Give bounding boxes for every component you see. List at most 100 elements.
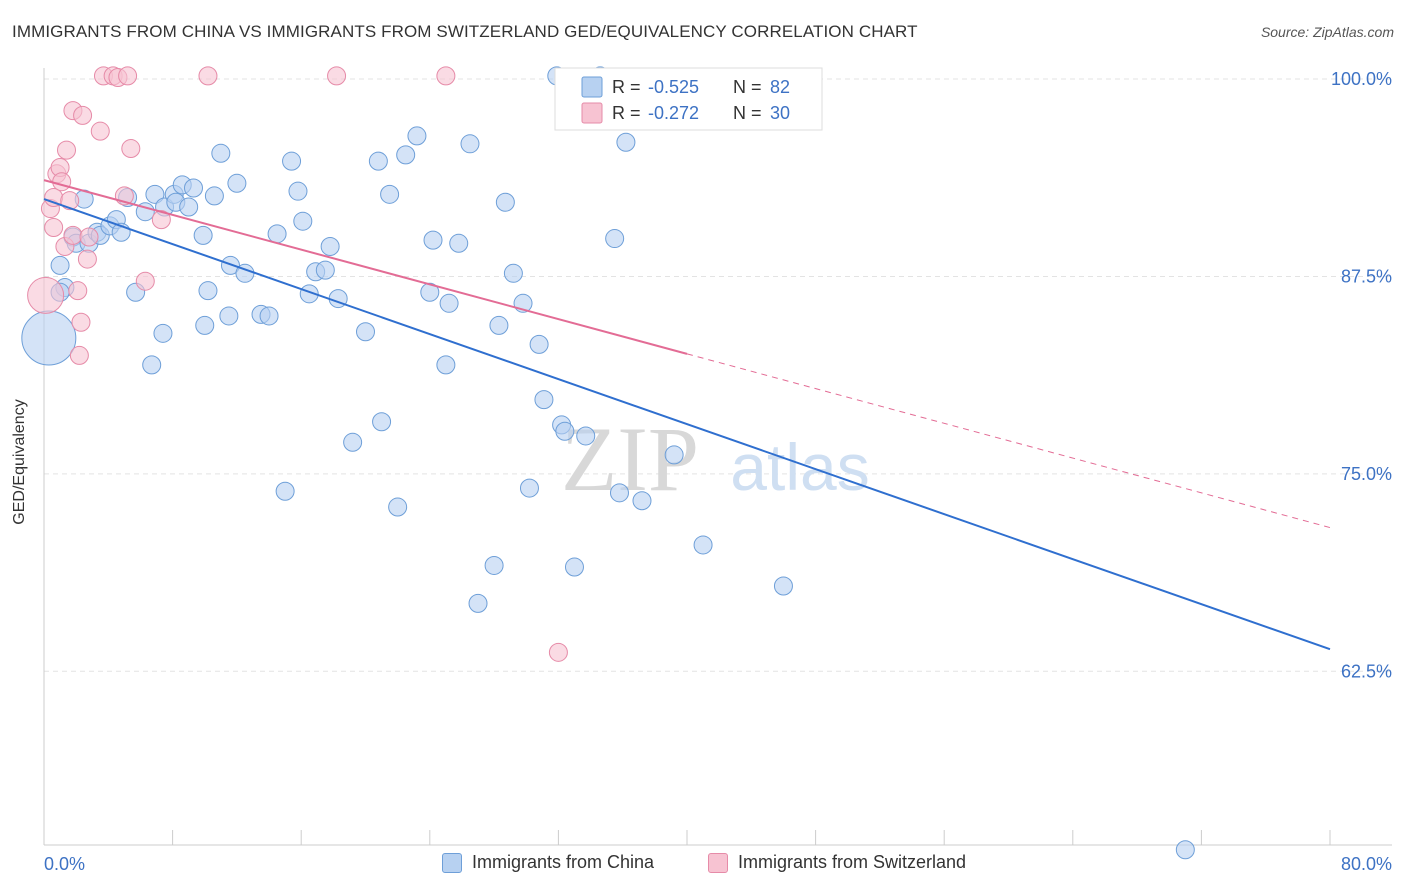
data-point-china bbox=[468, 593, 488, 613]
data-point-swiss bbox=[327, 66, 347, 86]
watermark: ZIP atlas bbox=[561, 408, 870, 510]
bottom-legend-label-china: Immigrants from China bbox=[472, 852, 655, 872]
data-point-china bbox=[183, 178, 203, 198]
data-point-swiss bbox=[27, 276, 65, 314]
data-point-china bbox=[282, 151, 302, 171]
data-point-china bbox=[555, 421, 575, 441]
legend-n-label-china: N = bbox=[733, 77, 762, 97]
data-point-swiss bbox=[198, 66, 218, 86]
data-point-china bbox=[153, 323, 173, 343]
data-point-china bbox=[142, 355, 162, 375]
y-tick-label: 100.0% bbox=[1331, 69, 1392, 89]
x-tick-label-min: 0.0% bbox=[44, 854, 85, 874]
data-point-china bbox=[198, 281, 218, 301]
data-point-china bbox=[211, 143, 231, 163]
data-point-swiss bbox=[69, 345, 89, 365]
data-point-swiss bbox=[118, 66, 138, 86]
y-tick-labels: 62.5% 75.0% 87.5% 100.0% bbox=[1331, 69, 1392, 681]
data-point-swiss bbox=[90, 121, 110, 141]
legend-swatch-china bbox=[581, 76, 603, 98]
data-point-swiss bbox=[71, 312, 91, 332]
data-point-china bbox=[773, 576, 793, 596]
data-point-china bbox=[436, 355, 456, 375]
data-point-china bbox=[605, 229, 625, 249]
data-point-china bbox=[145, 184, 165, 204]
legend-n-value-swiss: 30 bbox=[770, 103, 790, 123]
data-point-china bbox=[576, 426, 596, 446]
data-point-swiss bbox=[121, 139, 141, 159]
data-point-china bbox=[50, 255, 70, 275]
data-point-china bbox=[380, 184, 400, 204]
bottom-legend-swatch-china bbox=[442, 852, 462, 873]
data-point-china bbox=[609, 483, 629, 503]
data-point-swiss bbox=[77, 249, 97, 269]
bottom-legend-china: Immigrants from China bbox=[442, 852, 654, 873]
data-point-china bbox=[664, 445, 684, 465]
bottom-legend-swatch-swiss bbox=[708, 852, 728, 873]
data-point-swiss bbox=[548, 642, 568, 662]
data-point-china bbox=[420, 282, 440, 302]
data-point-swiss bbox=[57, 140, 77, 160]
data-point-china bbox=[372, 412, 392, 432]
data-point-china bbox=[489, 315, 509, 335]
stats-legend: R = -0.525 N = 82 R = -0.272 N = 30 bbox=[554, 67, 823, 131]
data-point-china bbox=[449, 233, 469, 253]
data-point-china bbox=[529, 334, 549, 354]
data-point-china bbox=[407, 126, 427, 146]
data-point-china bbox=[21, 310, 77, 366]
trend-line-china bbox=[43, 198, 1331, 651]
trend-lines bbox=[43, 179, 1331, 651]
data-point-swiss bbox=[436, 66, 456, 86]
data-point-china bbox=[259, 306, 279, 326]
axes bbox=[43, 68, 1392, 846]
data-point-china bbox=[503, 263, 523, 283]
data-point-china bbox=[460, 134, 480, 154]
data-point-swiss bbox=[73, 105, 93, 125]
data-point-china bbox=[227, 173, 247, 193]
trend-line-swiss bbox=[43, 179, 688, 355]
legend-r-label-swiss: R = bbox=[612, 103, 641, 123]
data-point-china bbox=[195, 315, 215, 335]
data-point-china bbox=[534, 390, 554, 410]
data-point-china bbox=[439, 293, 459, 313]
data-point-china bbox=[356, 322, 375, 342]
data-point-china bbox=[343, 432, 363, 452]
legend-n-label-swiss: N = bbox=[733, 103, 762, 123]
y-tick-label: 87.5% bbox=[1341, 266, 1392, 286]
data-point-china bbox=[293, 211, 313, 231]
data-point-china bbox=[519, 478, 539, 498]
legend-r-label-china: R = bbox=[612, 77, 641, 97]
data-point-swiss bbox=[63, 225, 83, 245]
data-point-china bbox=[275, 481, 295, 501]
legend-swatch-swiss bbox=[581, 102, 603, 124]
data-point-china bbox=[193, 225, 213, 245]
data-point-china bbox=[396, 145, 416, 165]
data-point-swiss bbox=[52, 172, 72, 192]
y-tick-label: 62.5% bbox=[1341, 661, 1392, 681]
data-point-china bbox=[315, 260, 335, 280]
data-point-swiss bbox=[135, 271, 155, 291]
x-tick-labels: 0.0% 80.0% bbox=[44, 854, 1392, 874]
data-point-china bbox=[484, 555, 504, 575]
legend-r-value-swiss: -0.272 bbox=[648, 103, 699, 123]
trend-line-swiss-extension bbox=[686, 353, 1331, 529]
data-point-swiss bbox=[44, 218, 64, 238]
x-tick-label-max: 80.0% bbox=[1341, 854, 1392, 874]
data-point-china bbox=[204, 186, 224, 206]
data-point-swiss bbox=[79, 227, 99, 247]
series-china-points bbox=[21, 66, 1195, 860]
data-point-china bbox=[1175, 840, 1195, 860]
data-point-china bbox=[288, 181, 308, 201]
data-point-china bbox=[267, 224, 287, 244]
legend-r-value-china: -0.525 bbox=[648, 77, 699, 97]
bottom-legend: Immigrants from China Immigrants from Sw… bbox=[0, 852, 1406, 878]
data-point-china bbox=[388, 497, 408, 517]
data-point-china bbox=[320, 236, 340, 256]
series-swiss-points bbox=[27, 66, 568, 662]
data-point-china bbox=[495, 192, 515, 212]
source-label: Source: ZipAtlas.com bbox=[1260, 24, 1394, 40]
data-point-china bbox=[693, 535, 713, 555]
data-point-china bbox=[423, 230, 443, 250]
data-point-china bbox=[632, 491, 652, 511]
